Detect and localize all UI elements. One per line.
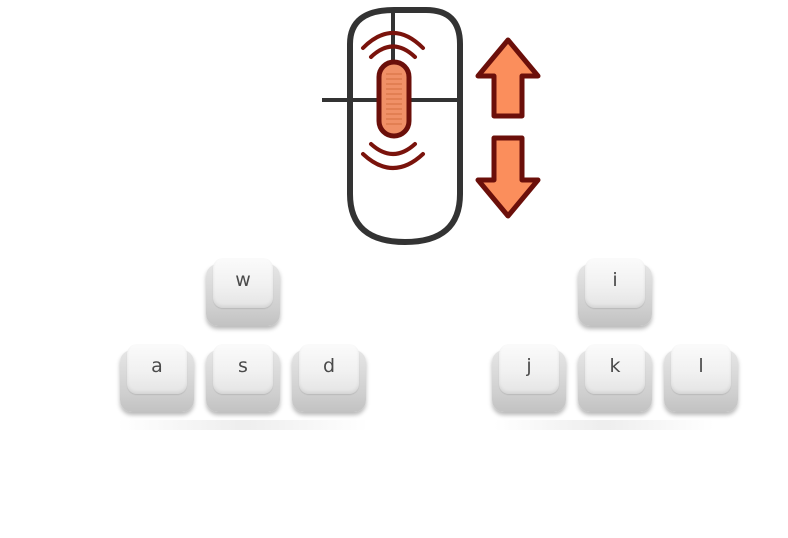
key-w: w <box>206 258 280 326</box>
arrow-down-icon <box>475 135 541 219</box>
scroll-wheel-ridges <box>386 73 402 125</box>
mouse-scroll-illustration <box>310 4 550 250</box>
key-k: k <box>578 344 652 412</box>
ijkl-key-cluster: i j k l <box>484 252 744 430</box>
key-label: i <box>612 268 618 291</box>
key-j: j <box>492 344 566 412</box>
key-label: w <box>235 268 251 291</box>
key-label: d <box>322 354 336 377</box>
key-l: l <box>664 344 738 412</box>
key-label: a <box>151 354 163 377</box>
faint-caption-placeholder <box>118 420 368 430</box>
faint-caption-placeholder <box>494 420 714 430</box>
mouse-icon <box>322 7 541 245</box>
wasd-key-cluster: w a s d <box>112 252 372 430</box>
key-label: k <box>609 354 621 377</box>
arrow-up-icon <box>475 37 541 119</box>
key-label: s <box>238 354 248 377</box>
key-d: d <box>292 344 366 412</box>
key-a: a <box>120 344 194 412</box>
key-label: j <box>526 354 532 377</box>
key-i: i <box>578 258 652 326</box>
scroll-waves-down-icon <box>361 142 425 170</box>
key-s: s <box>206 344 280 412</box>
key-label: l <box>698 354 704 377</box>
scroll-waves-up-icon <box>361 31 425 59</box>
